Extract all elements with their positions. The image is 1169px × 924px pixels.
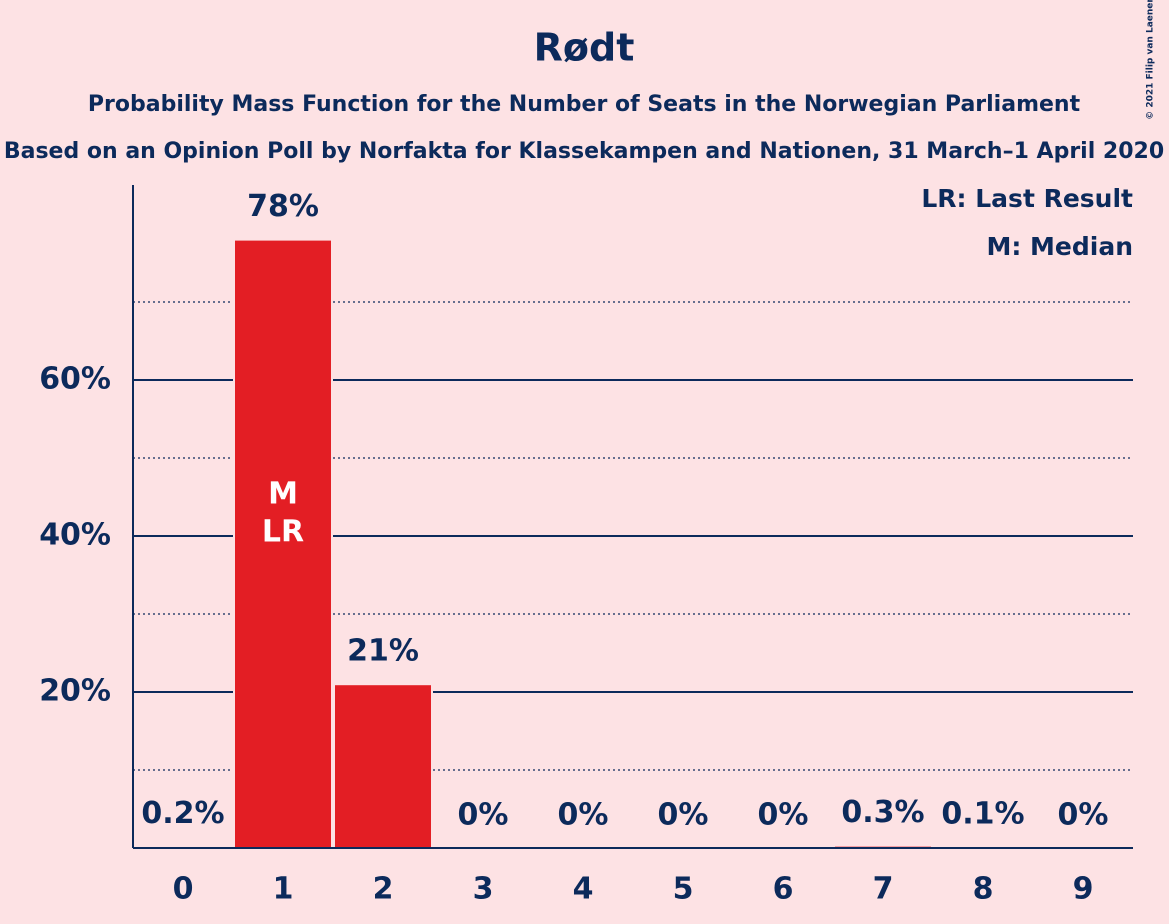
chart-subtitle: Probability Mass Function for the Number… [88, 92, 1081, 117]
x-tick-label: 0 [173, 872, 194, 907]
x-tick-label: 3 [473, 872, 494, 907]
value-label: 0% [458, 798, 509, 833]
x-tick-label: 7 [873, 872, 894, 907]
bar-annotation: LR [262, 515, 304, 550]
value-label: 0.3% [841, 795, 924, 830]
x-tick-label: 2 [373, 872, 394, 907]
value-label: 78% [247, 189, 319, 224]
value-label: 0% [1058, 798, 1109, 833]
legend-entry: M: Median [986, 232, 1133, 261]
value-label: 0% [658, 798, 709, 833]
copyright: © 2021 Filip van Laenen [1146, 0, 1156, 120]
x-tick-label: 6 [773, 872, 794, 907]
chart-title: Rødt [534, 26, 635, 70]
y-tick-label: 20% [39, 674, 111, 709]
y-tick-label: 40% [39, 518, 111, 553]
chart-subtitle: Based on an Opinion Poll by Norfakta for… [4, 139, 1164, 164]
value-label: 0% [558, 798, 609, 833]
x-tick-label: 9 [1073, 872, 1094, 907]
value-label: 0% [758, 798, 809, 833]
bar [233, 238, 333, 850]
value-label: 0.1% [941, 797, 1024, 832]
x-tick-label: 5 [673, 872, 694, 907]
legend-entry: LR: Last Result [921, 184, 1133, 213]
x-tick-label: 1 [273, 872, 294, 907]
x-tick-label: 4 [573, 872, 594, 907]
value-label: 0.2% [141, 796, 224, 831]
value-label: 21% [347, 634, 419, 669]
bar-annotation: M [268, 477, 298, 512]
y-tick-label: 60% [39, 362, 111, 397]
x-tick-label: 8 [973, 872, 994, 907]
bar [333, 683, 433, 850]
